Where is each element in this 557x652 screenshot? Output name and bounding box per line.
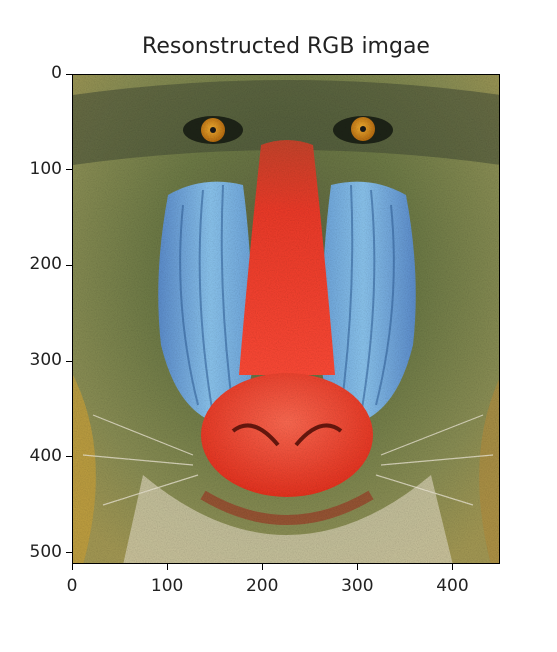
x-tick-mark (451, 564, 453, 570)
y-tick-mark (66, 552, 72, 554)
x-tick-mark (166, 564, 168, 570)
y-tick-label: 300 (29, 350, 62, 371)
x-tick-mark (356, 564, 358, 570)
y-tick-mark (66, 264, 72, 266)
axes-frame (72, 74, 500, 564)
y-tick-label: 100 (29, 158, 62, 179)
x-tick-label: 100 (150, 576, 184, 596)
plot-title: Resonstructed RGB imgae (142, 34, 430, 59)
y-tick-mark (66, 456, 72, 458)
y-tick-label: 400 (29, 445, 62, 466)
y-tick-mark (66, 360, 72, 362)
x-tick-label: 300 (341, 576, 374, 596)
x-tick-mark (71, 564, 73, 570)
y-tick-label: 0 (51, 63, 62, 83)
y-tick-mark (66, 169, 72, 171)
y-tick-label: 200 (29, 254, 62, 275)
x-tick-label: 400 (436, 576, 469, 596)
y-tick-label: 500 (29, 541, 62, 562)
x-tick-label: 0 (66, 576, 78, 596)
y-tick-mark (66, 73, 72, 75)
x-tick-mark (261, 564, 263, 570)
mandrill-image (73, 75, 499, 563)
x-tick-label: 200 (245, 576, 279, 596)
